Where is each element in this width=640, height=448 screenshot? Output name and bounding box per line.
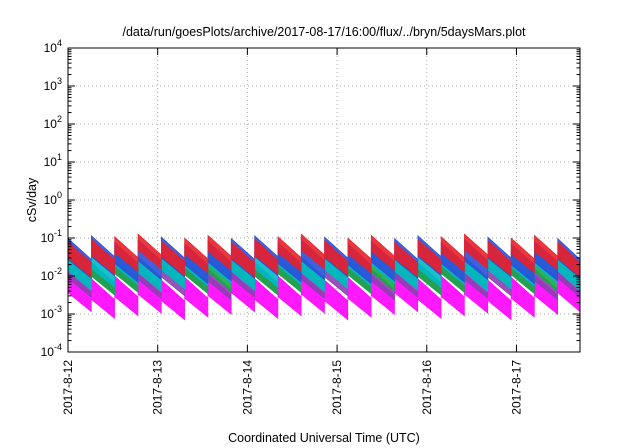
x-tick-label: 2017-8-12 bbox=[61, 360, 75, 415]
ticks bbox=[67, 47, 580, 353]
x-tick-label: 2017-8-13 bbox=[151, 360, 165, 415]
x-tick-label: 2017-8-15 bbox=[330, 360, 344, 415]
y-tick-label: 10-2 bbox=[41, 266, 62, 283]
y-tick-label: 100 bbox=[44, 190, 62, 207]
y-tick-label: 104 bbox=[44, 38, 62, 55]
y-tick-label: 102 bbox=[44, 114, 62, 131]
x-tick-label: 2017-8-17 bbox=[509, 360, 523, 415]
y-tick-label: 10-1 bbox=[41, 228, 62, 245]
y-tick-label: 10-4 bbox=[41, 342, 62, 359]
y-axis-label: cSv/day bbox=[25, 177, 39, 222]
y-tick-label: 101 bbox=[44, 152, 62, 169]
chart-title: /data/run/goesPlots/archive/2017-08-17/1… bbox=[122, 25, 526, 39]
x-tick-label: 2017-8-16 bbox=[420, 360, 434, 415]
x-tick-label: 2017-8-14 bbox=[240, 360, 254, 415]
series-layer bbox=[67, 233, 581, 321]
y-tick-label: 103 bbox=[44, 76, 62, 93]
x-axis-label: Coordinated Universal Time (UTC) bbox=[228, 431, 420, 445]
tick-labels: 10-4 10-3 10-2 10-1 100 101 102 103 104 2017-8-12… bbox=[41, 38, 524, 415]
y-tick-label: 10-3 bbox=[41, 304, 62, 321]
